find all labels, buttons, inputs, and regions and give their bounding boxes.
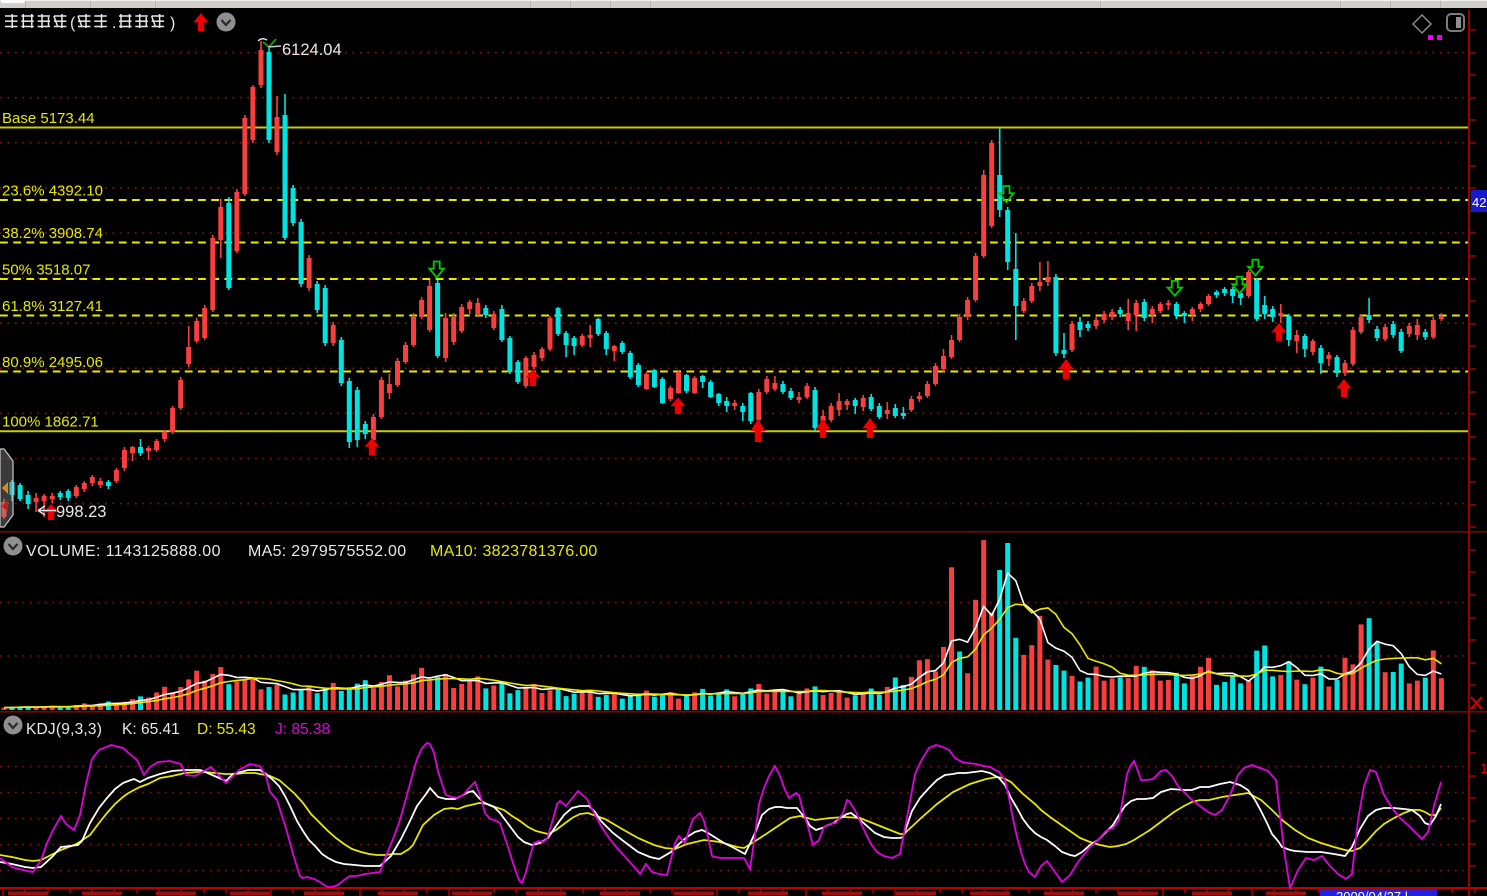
svg-text:38.2% 3908.74: 38.2% 3908.74 (2, 225, 103, 242)
svg-text:61.8% 3127.41: 61.8% 3127.41 (2, 298, 103, 315)
svg-text:42: 42 (1472, 195, 1486, 210)
svg-text:K: 65.41: K: 65.41 (122, 721, 180, 738)
svg-text:KDJ(9,3,3): KDJ(9,3,3) (26, 721, 102, 738)
svg-text:MA10: 3823781376.00: MA10: 3823781376.00 (430, 543, 598, 560)
svg-text:998.23: 998.23 (56, 503, 106, 521)
svg-text:50% 3518.07: 50% 3518.07 (2, 262, 90, 279)
svg-text:Base 5173.44: Base 5173.44 (2, 110, 95, 127)
svg-text:(: ( (70, 15, 76, 32)
svg-text:100% 1862.71: 100% 1862.71 (2, 414, 99, 431)
svg-text:D: 55.43: D: 55.43 (197, 721, 256, 738)
svg-text:MA5: 2979575552.00: MA5: 2979575552.00 (248, 543, 406, 560)
svg-text:80.9% 2495.06: 80.9% 2495.06 (2, 354, 103, 371)
svg-text:2009/04/27 |-: 2009/04/27 |- (1336, 889, 1412, 896)
svg-text:): ) (170, 15, 175, 32)
svg-text:1: 1 (1480, 760, 1487, 776)
svg-text:VOLUME: 1143125888.00: VOLUME: 1143125888.00 (26, 543, 221, 560)
svg-text:.: . (112, 15, 116, 32)
svg-text:J: 85.38: J: 85.38 (275, 721, 330, 738)
svg-text:23.6% 4392.10: 23.6% 4392.10 (2, 183, 103, 200)
svg-text:6124.04: 6124.04 (282, 41, 342, 59)
